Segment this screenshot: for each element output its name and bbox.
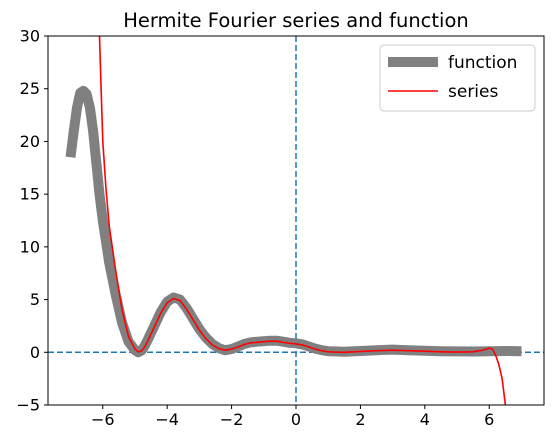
legend-label-function: function [448, 53, 517, 73]
y-tick-label: 15 [20, 185, 40, 204]
y-tick-label: 0 [30, 343, 40, 362]
legend: function series [379, 44, 536, 112]
chart-title: Hermite Fourier series and function [123, 9, 469, 32]
y-tick-label: 30 [20, 27, 40, 46]
x-tick-label: 6 [484, 410, 494, 429]
x-tick-label: 2 [355, 410, 365, 429]
y-tick-label: −5 [16, 396, 40, 415]
y-tick-label: 10 [20, 237, 40, 256]
x-tick-label: −6 [91, 410, 115, 429]
series-line-series [98, 36, 507, 405]
x-tick-label: −4 [155, 410, 179, 429]
x-axis: −6 −4 −2 0 2 4 6 [91, 405, 494, 429]
x-tick-label: −2 [220, 410, 244, 429]
legend-label-series: series [448, 82, 498, 102]
y-axis: −5 0 5 10 15 20 25 30 [16, 27, 48, 415]
x-tick-label: 4 [420, 410, 430, 429]
y-tick-label: 20 [20, 132, 40, 151]
y-tick-label: 25 [20, 79, 40, 98]
y-tick-label: 5 [30, 290, 40, 309]
series-layer [65, 36, 522, 405]
x-tick-label: 0 [291, 410, 301, 429]
